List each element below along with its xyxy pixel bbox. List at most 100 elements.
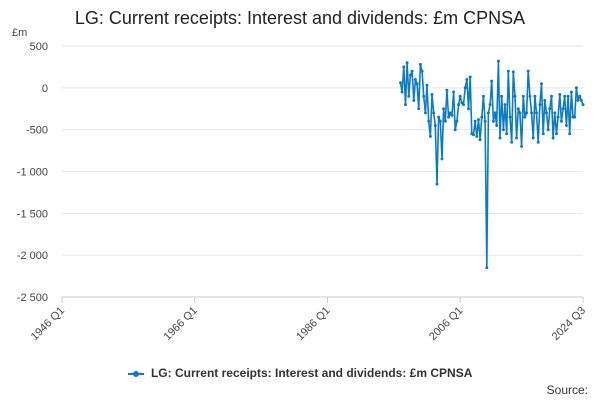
data-point[interactable] [473, 119, 477, 123]
data-point[interactable] [569, 90, 573, 94]
data-point[interactable] [418, 62, 422, 66]
data-point[interactable] [457, 103, 461, 107]
data-point[interactable] [543, 98, 547, 102]
data-point[interactable] [556, 115, 560, 119]
data-point[interactable] [453, 128, 457, 132]
data-point[interactable] [423, 111, 427, 115]
data-point[interactable] [452, 90, 456, 94]
data-point[interactable] [408, 73, 412, 77]
data-point[interactable] [413, 78, 417, 81]
data-point[interactable] [573, 115, 577, 119]
data-point[interactable] [506, 69, 510, 73]
data-point[interactable] [468, 75, 472, 79]
data-point[interactable] [574, 86, 578, 90]
data-point[interactable] [438, 119, 442, 123]
data-point[interactable] [480, 115, 484, 119]
data-point[interactable] [511, 70, 515, 74]
data-point[interactable] [546, 128, 550, 132]
data-point[interactable] [515, 136, 519, 140]
data-point[interactable] [496, 59, 500, 63]
data-point[interactable] [503, 103, 507, 107]
data-point[interactable] [495, 124, 499, 127]
data-point[interactable] [581, 103, 585, 107]
data-point[interactable] [440, 157, 444, 161]
data-point[interactable] [521, 94, 525, 98]
data-point[interactable] [415, 82, 419, 86]
data-point[interactable] [463, 86, 467, 90]
data-point[interactable] [481, 94, 485, 98]
data-point[interactable] [477, 118, 480, 122]
data-point[interactable] [508, 115, 512, 119]
data-point[interactable] [563, 94, 567, 98]
data-point[interactable] [407, 94, 411, 98]
data-point[interactable] [404, 103, 407, 107]
data-point[interactable] [531, 136, 535, 140]
data-point[interactable] [435, 182, 439, 186]
data-point[interactable] [564, 124, 568, 127]
data-point[interactable] [478, 138, 482, 142]
data-point[interactable] [578, 94, 582, 98]
data-point[interactable] [548, 107, 552, 111]
data-point[interactable] [520, 144, 524, 148]
data-point[interactable] [505, 132, 509, 136]
data-point[interactable] [455, 119, 459, 123]
data-point[interactable] [540, 82, 543, 86]
data-point[interactable] [498, 136, 502, 140]
data-point[interactable] [486, 111, 490, 115]
data-point[interactable] [428, 134, 432, 138]
data-point[interactable] [450, 113, 454, 117]
data-point[interactable] [437, 115, 441, 119]
data-point[interactable] [485, 266, 489, 270]
data-point[interactable] [425, 83, 429, 87]
data-point[interactable] [541, 132, 545, 136]
data-point[interactable] [447, 115, 451, 119]
data-point[interactable] [400, 90, 404, 94]
data-point[interactable] [483, 119, 487, 123]
data-point[interactable] [410, 69, 414, 73]
chart-legend[interactable]: LG: Current receipts: Interest and divid… [0, 366, 600, 380]
data-point[interactable] [533, 94, 537, 98]
data-point[interactable] [528, 94, 532, 98]
data-point[interactable] [475, 134, 479, 138]
data-point[interactable] [433, 124, 437, 127]
data-point[interactable] [500, 94, 504, 98]
data-point[interactable] [555, 132, 558, 136]
data-point[interactable] [427, 119, 431, 123]
data-point[interactable] [422, 94, 426, 98]
data-point[interactable] [420, 69, 424, 73]
series-line[interactable] [399, 60, 584, 269]
data-point[interactable] [526, 69, 530, 73]
data-point[interactable] [488, 103, 492, 107]
data-point[interactable] [402, 65, 406, 69]
data-point[interactable] [432, 111, 436, 115]
data-point[interactable] [445, 88, 449, 92]
data-point[interactable] [518, 111, 522, 115]
data-point[interactable] [462, 103, 465, 107]
data-point[interactable] [550, 94, 553, 98]
data-point[interactable] [501, 128, 505, 132]
data-point[interactable] [559, 119, 563, 123]
data-point[interactable] [525, 111, 529, 115]
data-point[interactable] [490, 79, 494, 83]
data-point[interactable] [558, 93, 562, 96]
data-point[interactable] [430, 93, 434, 96]
data-point[interactable] [576, 98, 580, 102]
data-point[interactable] [493, 111, 497, 115]
data-point[interactable] [545, 111, 548, 115]
data-point[interactable] [513, 94, 517, 98]
data-point[interactable] [465, 78, 469, 81]
data-point[interactable] [551, 136, 555, 140]
data-point[interactable] [538, 103, 542, 107]
data-point[interactable] [535, 111, 538, 115]
data-point[interactable] [553, 111, 557, 115]
data-point[interactable] [412, 98, 416, 102]
data-point[interactable] [523, 115, 527, 119]
data-point[interactable] [442, 107, 446, 111]
data-point[interactable] [516, 107, 520, 111]
data-point[interactable] [491, 119, 495, 123]
data-point[interactable] [536, 140, 540, 144]
data-point[interactable] [467, 107, 470, 111]
data-point[interactable] [510, 140, 514, 144]
data-point[interactable] [399, 81, 402, 85]
data-point[interactable] [458, 94, 462, 98]
